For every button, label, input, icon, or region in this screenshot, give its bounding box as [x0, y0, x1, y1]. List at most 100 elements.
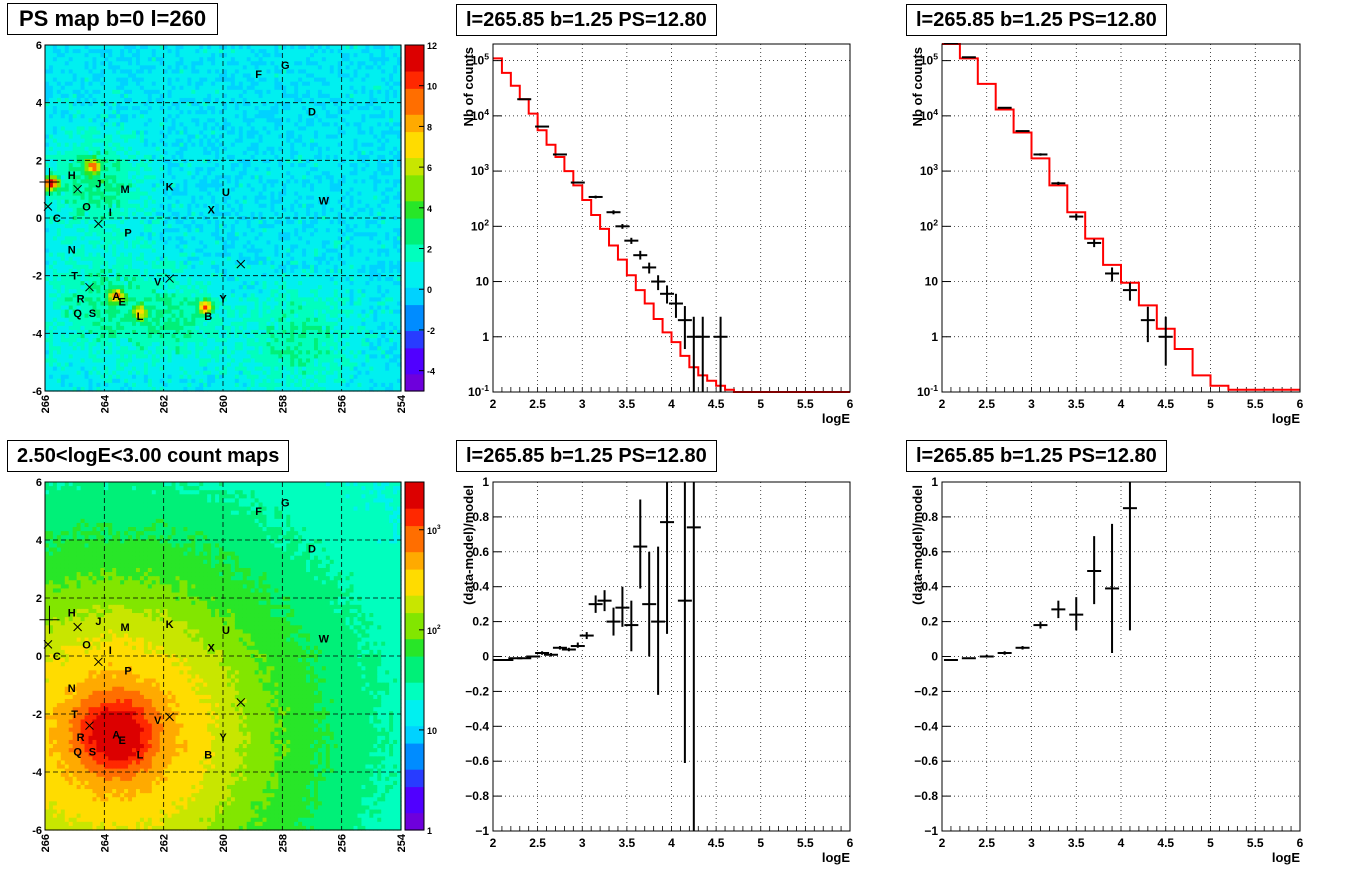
heatmap-cell	[211, 171, 216, 176]
heatmap-cell	[96, 285, 101, 290]
heatmap-cell	[147, 309, 153, 315]
heatmap-cell	[163, 321, 169, 327]
heatmap-cell	[230, 338, 236, 343]
heatmap-cell	[84, 342, 90, 347]
heatmap-cell	[246, 175, 252, 180]
heatmap-cell	[242, 211, 248, 217]
heatmap-cell	[116, 244, 121, 250]
heatmap-cell	[246, 252, 252, 258]
heatmap-cell	[199, 289, 204, 294]
heatmap-cell	[159, 146, 165, 152]
heatmap-cell	[135, 101, 141, 107]
heatmap-cell	[56, 338, 62, 343]
heatmap-cell	[183, 122, 188, 128]
heatmap-cell	[266, 73, 272, 79]
heatmap-cell	[266, 187, 272, 193]
heatmap-cell	[262, 386, 268, 392]
heatmap-cell	[68, 256, 74, 262]
heatmap-cell	[219, 85, 224, 91]
heatmap-cell	[215, 354, 220, 360]
heatmap-cell	[104, 289, 109, 294]
heatmap-cell	[147, 268, 153, 274]
heatmap-cell	[147, 85, 153, 91]
heatmap-cell	[179, 321, 185, 327]
heatmap-cell	[262, 338, 268, 343]
heatmap-cell	[80, 211, 86, 217]
heatmap-cell	[64, 260, 70, 266]
heatmap-cell	[72, 203, 78, 209]
heatmap-cell	[124, 146, 129, 152]
heatmap-cell	[120, 321, 125, 327]
heatmap-cell	[104, 130, 109, 136]
heatmap-cell	[211, 386, 216, 392]
heatmap-cell	[167, 183, 173, 189]
heatmap-cell	[195, 260, 200, 266]
heatmap-cell	[274, 81, 279, 87]
heatmap-cell	[132, 305, 137, 311]
heatmap-cell	[132, 321, 137, 327]
heatmap-cell	[246, 49, 252, 54]
heatmap-cell	[128, 338, 133, 343]
heatmap-cell	[45, 97, 50, 103]
heatmap-cell	[132, 110, 137, 115]
heatmap-cell	[68, 106, 74, 111]
heatmap-cell	[80, 268, 86, 274]
heatmap-cell	[254, 211, 260, 217]
heatmap-cell	[92, 199, 98, 205]
heatmap-cell	[104, 309, 109, 315]
heatmap-cell	[195, 224, 200, 229]
heatmap-cell	[250, 350, 256, 355]
heatmap-cell	[195, 264, 200, 270]
heatmap-cell	[203, 232, 208, 237]
heatmap-cell	[132, 289, 137, 294]
heatmap-cell	[84, 268, 90, 274]
heatmap-cell	[179, 154, 185, 160]
heatmap-cell	[100, 97, 105, 103]
heatmap-cell	[159, 73, 165, 79]
heatmap-cell	[76, 158, 82, 164]
heatmap-cell	[163, 252, 169, 258]
heatmap-cell	[226, 256, 232, 262]
heatmap-cell	[223, 191, 228, 197]
heatmap-cell	[112, 329, 117, 335]
heatmap-cell	[171, 362, 177, 368]
heatmap-cell	[45, 268, 50, 274]
heatmap-cell	[84, 232, 90, 237]
heatmap-cell	[88, 110, 94, 115]
heatmap-cell	[45, 134, 50, 140]
heatmap-cell	[72, 244, 78, 250]
heatmap-cell	[171, 293, 177, 298]
heatmap-cell	[124, 158, 129, 164]
heatmap-cell	[270, 329, 276, 335]
heatmap-cell	[104, 346, 109, 351]
heatmap-cell	[60, 374, 66, 380]
heatmap-cell	[112, 374, 117, 380]
heatmap-cell	[84, 338, 90, 343]
heatmap-cell	[199, 309, 204, 315]
heatmap-cell	[112, 272, 117, 278]
heatmap-cell	[88, 81, 94, 87]
heatmap-cell	[266, 110, 272, 115]
heatmap-cell	[112, 317, 117, 323]
heatmap-cell	[274, 175, 279, 180]
heatmap-cell	[155, 264, 161, 270]
heatmap-cell	[92, 374, 98, 380]
heatmap-cell	[187, 317, 192, 323]
heatmap-cell	[234, 187, 240, 193]
heatmap-cell	[151, 329, 157, 335]
heatmap-cell	[84, 305, 90, 311]
heatmap-cell	[179, 244, 185, 250]
heatmap-cell	[246, 220, 252, 225]
heatmap-cell	[151, 228, 157, 233]
heatmap-cell	[250, 158, 256, 164]
heatmap-cell	[223, 179, 228, 184]
heatmap-cell	[100, 89, 105, 95]
heatmap-cell	[211, 260, 216, 266]
heatmap-cell	[128, 191, 133, 197]
heatmap-cell	[199, 146, 204, 152]
heatmap-cell	[191, 224, 196, 229]
heatmap-cell	[52, 297, 58, 303]
heatmap-cell	[84, 281, 90, 286]
heatmap-cell	[203, 362, 208, 368]
heatmap-cell	[163, 61, 169, 66]
